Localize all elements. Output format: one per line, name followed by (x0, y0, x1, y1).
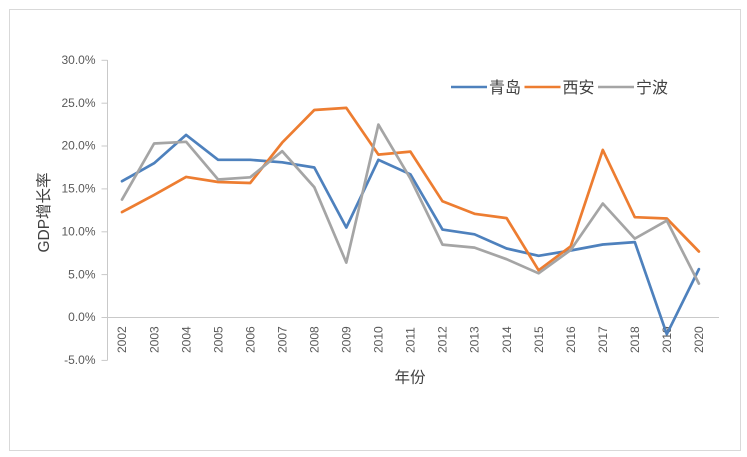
svg-text:2007: 2007 (275, 326, 289, 353)
svg-text:15.0%: 15.0% (61, 182, 95, 196)
svg-text:30.0%: 30.0% (61, 53, 95, 67)
svg-text:2019: 2019 (660, 326, 674, 353)
svg-text:2011: 2011 (404, 327, 418, 353)
svg-text:0.0%: 0.0% (68, 310, 96, 324)
svg-text:2013: 2013 (468, 326, 482, 353)
svg-text:宁波: 宁波 (636, 79, 668, 97)
svg-text:2002: 2002 (115, 326, 129, 353)
svg-text:2018: 2018 (628, 326, 642, 353)
svg-text:2006: 2006 (243, 326, 257, 353)
svg-text:青岛: 青岛 (489, 79, 521, 97)
svg-text:2014: 2014 (500, 326, 514, 353)
svg-text:年份: 年份 (394, 369, 426, 387)
svg-text:2008: 2008 (308, 326, 322, 353)
svg-text:10.0%: 10.0% (61, 225, 95, 239)
svg-text:2016: 2016 (564, 326, 578, 353)
svg-text:20.0%: 20.0% (61, 139, 95, 153)
svg-text:2017: 2017 (596, 326, 610, 353)
svg-text:2010: 2010 (372, 326, 386, 353)
svg-text:2009: 2009 (340, 326, 354, 353)
svg-text:-5.0%: -5.0% (64, 353, 96, 367)
svg-text:2012: 2012 (436, 326, 450, 353)
svg-text:2020: 2020 (692, 326, 706, 353)
svg-text:25.0%: 25.0% (61, 96, 95, 110)
svg-text:5.0%: 5.0% (68, 267, 96, 281)
svg-text:2015: 2015 (532, 326, 546, 353)
svg-text:西安: 西安 (563, 79, 595, 97)
svg-text:GDP增长率: GDP增长率 (35, 172, 53, 252)
svg-text:2005: 2005 (211, 326, 225, 353)
svg-text:2003: 2003 (147, 326, 161, 353)
svg-text:2004: 2004 (179, 326, 193, 353)
